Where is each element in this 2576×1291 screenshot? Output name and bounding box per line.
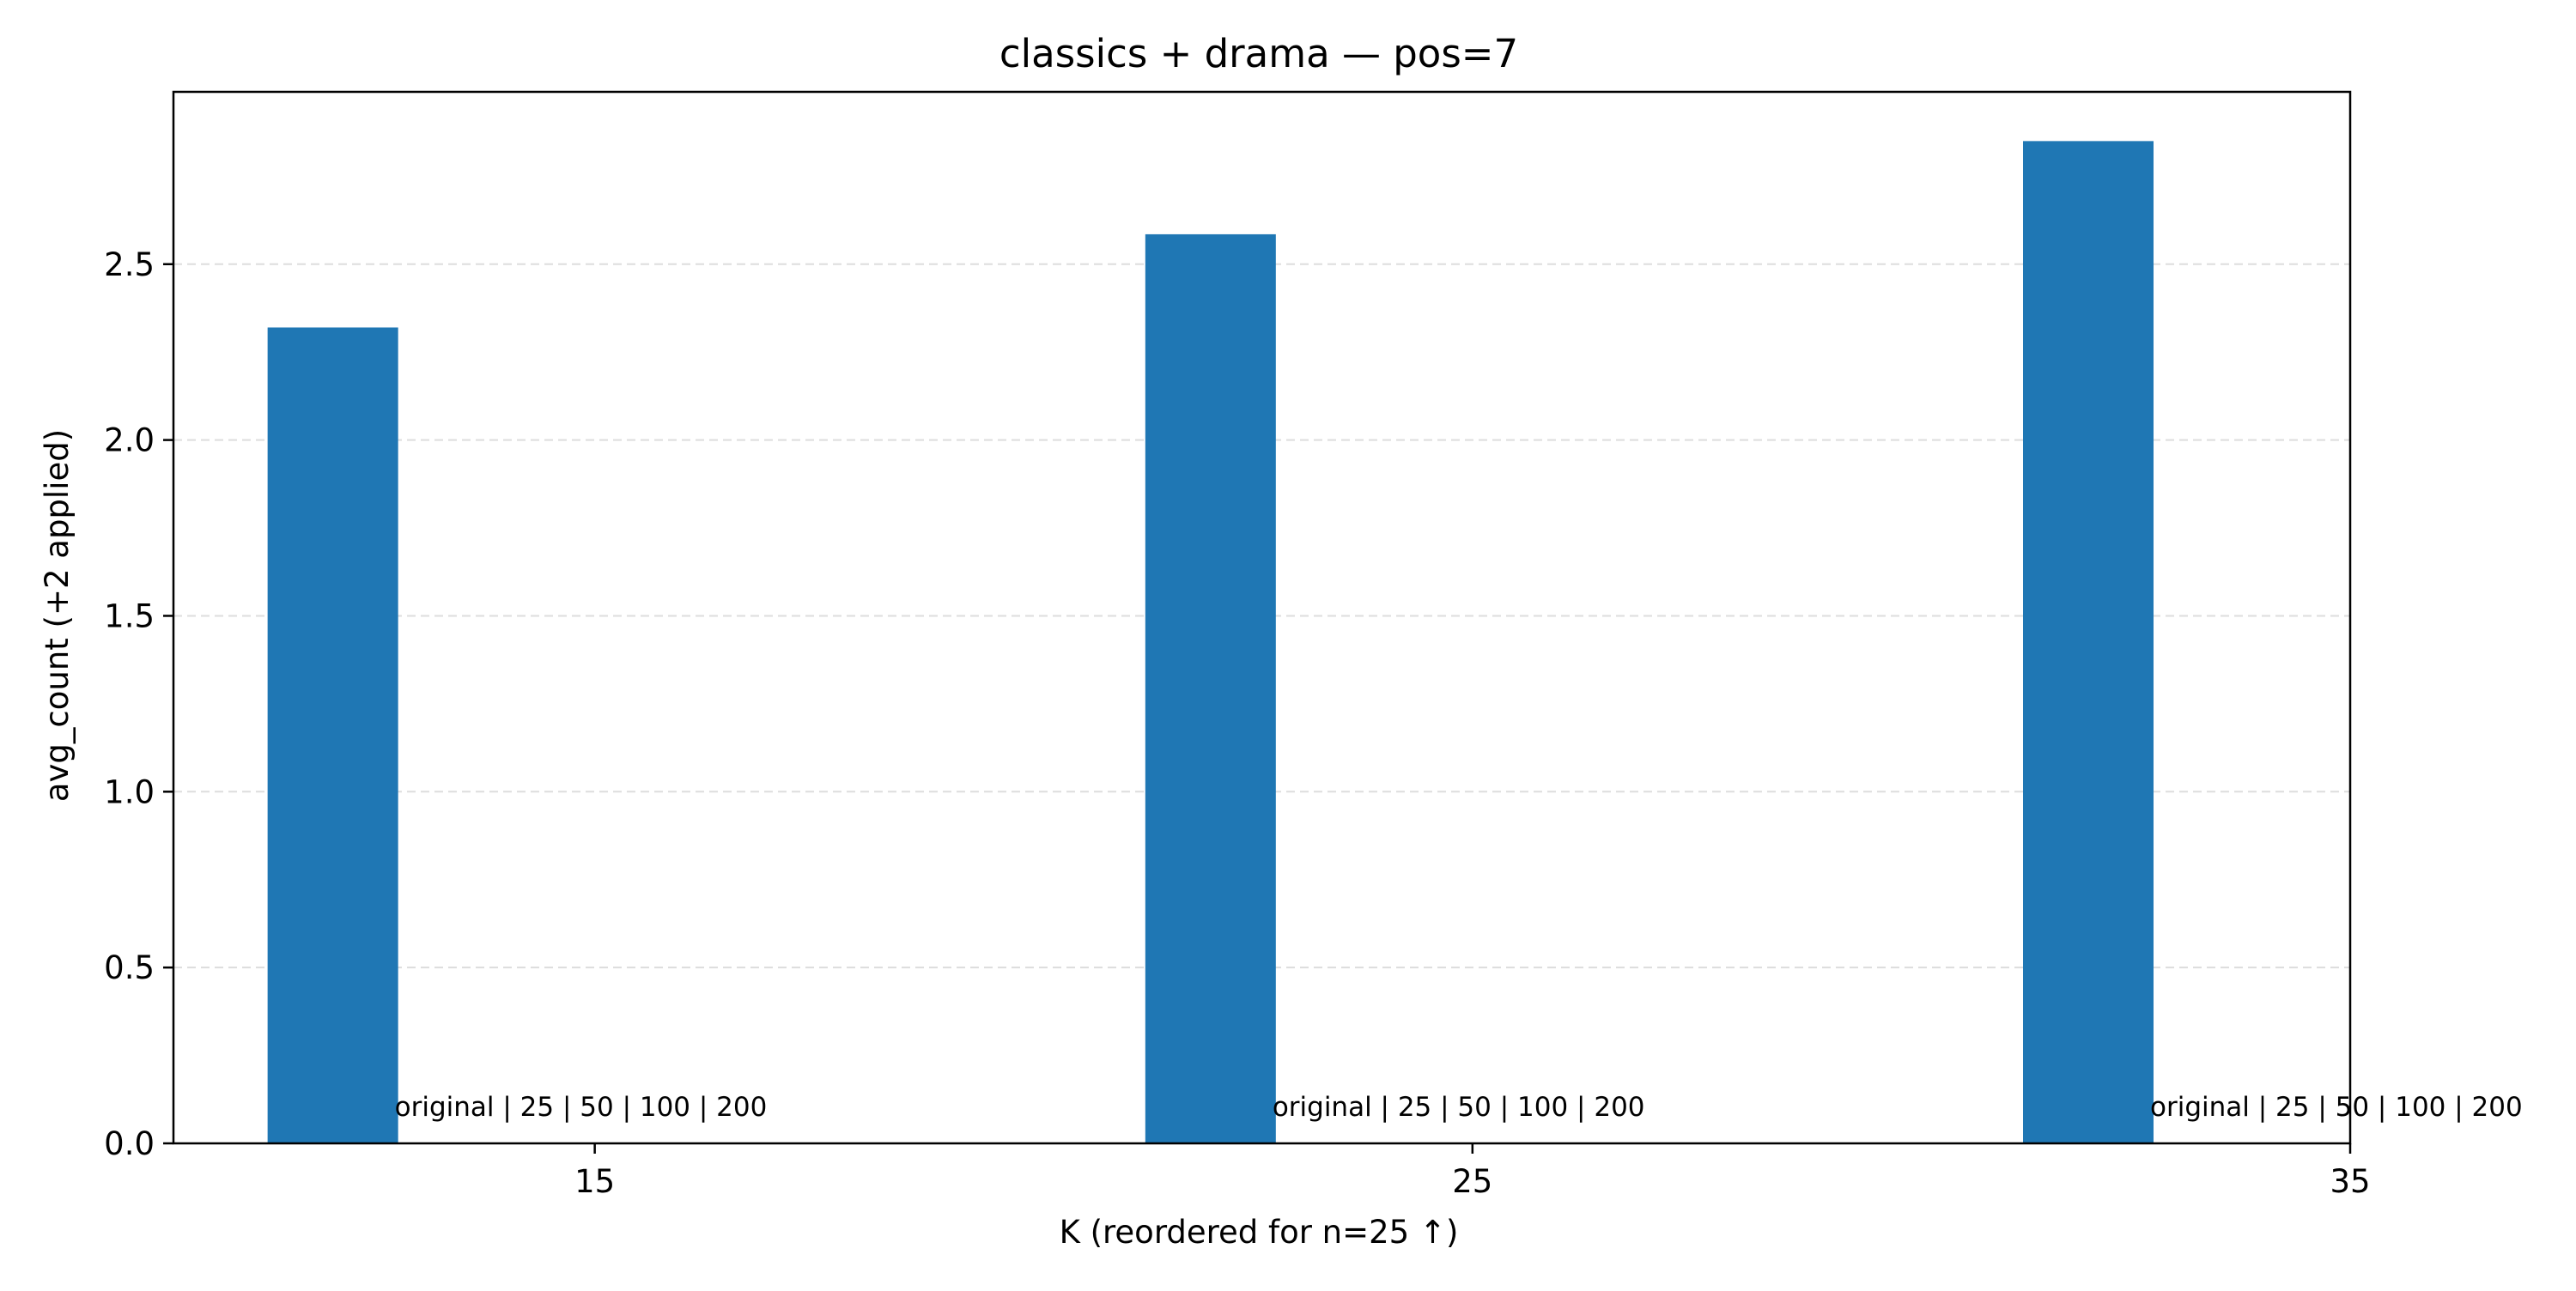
y-tick-label: 2.0 — [104, 422, 155, 459]
bar-annotation: original | 25 | 50 | 100 | 200 — [395, 1092, 768, 1123]
plot-frame — [172, 90, 2352, 1145]
y-tick-label: 1.0 — [104, 773, 155, 810]
bar-annotation: original | 25 | 50 | 100 | 200 — [1273, 1092, 1645, 1123]
x-axis: 15 25 35 — [574, 1143, 2371, 1200]
chart-title: classics + drama — pos=7 — [999, 31, 1518, 76]
bar — [267, 327, 398, 1144]
bars — [267, 141, 2154, 1144]
bar-annotations: original | 25 | 50 | 100 | 200 original |… — [395, 1092, 2523, 1123]
x-tick-label: 15 — [574, 1163, 615, 1200]
y-tick-label: 0.0 — [104, 1125, 155, 1162]
x-tick-label: 25 — [1452, 1163, 1492, 1200]
bar-annotation: original | 25 | 50 | 100 | 200 — [2150, 1092, 2523, 1123]
bar — [1145, 233, 1276, 1143]
y-tick-label: 1.5 — [104, 597, 155, 634]
y-axis-label: avg_count (+2 applied) — [39, 429, 76, 802]
bar — [2023, 141, 2154, 1143]
y-axis: 0.0 0.5 1.0 1.5 2.0 2.5 — [104, 246, 173, 1162]
x-tick-label: 35 — [2330, 1163, 2370, 1200]
y-tick-label: 2.5 — [104, 246, 155, 283]
y-tick-label: 0.5 — [104, 949, 155, 986]
x-axis-label: K (reordered for n=25 ↑) — [1060, 1214, 1459, 1251]
